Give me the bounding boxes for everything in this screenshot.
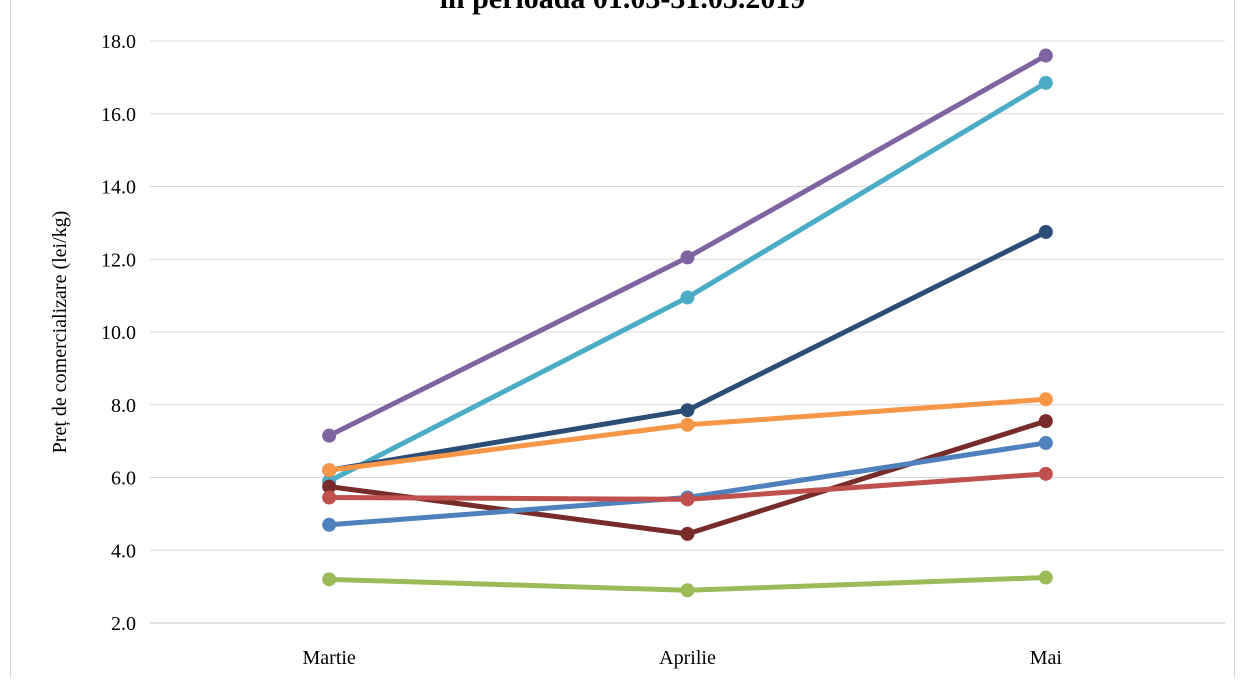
y-tick-label: 2.0 xyxy=(111,613,136,635)
data-point-4-1 xyxy=(322,463,337,478)
data-point-5-2 xyxy=(680,526,695,541)
data-point-1-2 xyxy=(680,250,695,265)
series-line-3 xyxy=(326,229,1049,473)
data-point-2-3 xyxy=(1038,75,1053,90)
data-point-8-2 xyxy=(680,583,695,598)
y-tick-label: 16.0 xyxy=(101,104,136,126)
y-tick-label: 12.0 xyxy=(101,249,136,271)
y-tick-label: 14.0 xyxy=(101,177,136,199)
y-tick-label: 18.0 xyxy=(101,31,136,53)
data-point-8-3 xyxy=(1038,570,1053,585)
x-tick-label: Aprilie xyxy=(659,647,716,669)
chart-frame-right xyxy=(1234,0,1235,678)
data-point-8-1 xyxy=(322,572,337,587)
data-point-3-2 xyxy=(680,403,695,418)
data-point-4-2 xyxy=(680,417,695,432)
chart-title: în perioada 01.03-31.05.2019 xyxy=(0,0,1245,16)
chart-frame-left xyxy=(10,0,11,678)
data-point-3-3 xyxy=(1038,224,1053,239)
series-lines xyxy=(326,53,1049,593)
y-axis: 2.0 4.0 6.0 8.0 10.0 12.0 14.0 16.0 18.0 xyxy=(101,31,136,635)
series-points xyxy=(322,48,1053,598)
x-axis: Martie Aprilie Mai xyxy=(303,647,1063,669)
x-tick-label: Mai xyxy=(1030,647,1063,669)
data-point-1-3 xyxy=(1038,48,1053,63)
data-point-5-1 xyxy=(322,479,337,494)
data-point-6-1 xyxy=(322,517,337,532)
data-point-7-3 xyxy=(1038,466,1053,481)
data-point-7-2 xyxy=(680,492,695,507)
data-point-5-3 xyxy=(1038,414,1053,429)
y-axis-label: Preț de comercializare (lei/kg) xyxy=(49,211,71,454)
series-line-1 xyxy=(326,53,1049,439)
data-point-6-3 xyxy=(1038,435,1053,450)
x-tick-label: Martie xyxy=(303,647,356,669)
y-tick-label: 6.0 xyxy=(111,468,136,490)
data-point-1-1 xyxy=(322,428,337,443)
y-tick-label: 10.0 xyxy=(101,322,136,344)
y-tick-label: 4.0 xyxy=(111,540,136,562)
data-point-7-1 xyxy=(322,490,337,505)
data-point-2-2 xyxy=(680,290,695,305)
y-tick-label: 8.0 xyxy=(111,395,136,417)
data-point-4-3 xyxy=(1038,392,1053,407)
